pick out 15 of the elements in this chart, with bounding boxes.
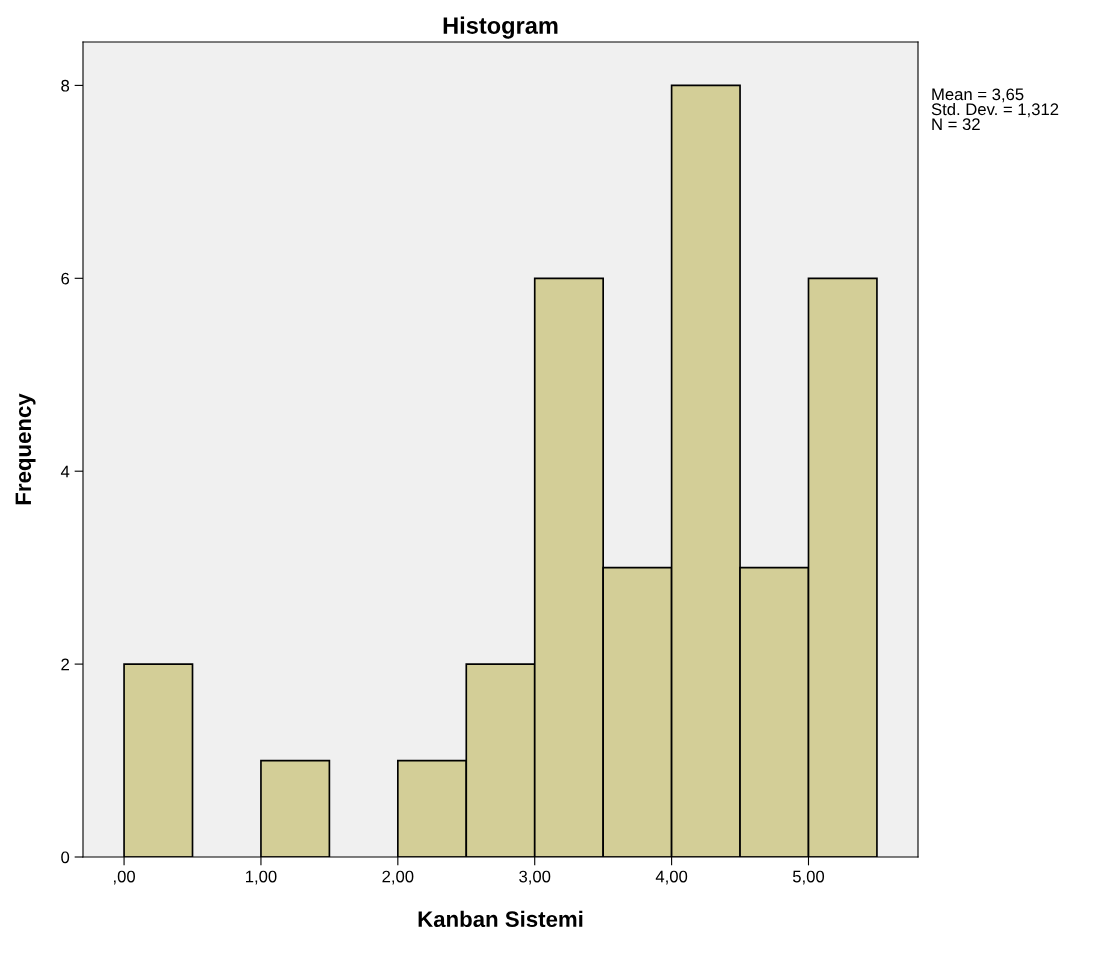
y-tick-label: 8 <box>61 79 70 92</box>
y-tick-label: 2 <box>61 658 69 671</box>
x-tick-label: 2,00 <box>382 870 414 885</box>
y-tick-label: 6 <box>61 272 70 285</box>
x-tick-label: ,00 <box>113 870 135 885</box>
chart-title: Histogram <box>443 16 558 39</box>
text: Mean = 3,65 Std. Dev. = 1,312 N = 32 <box>931 88 1059 131</box>
x-tick-label: 5,00 <box>792 870 825 885</box>
x-tick-label: 1,00 <box>246 870 277 885</box>
y-tick-label: 0 <box>61 851 70 864</box>
x-tick-label: 3,00 <box>519 870 551 885</box>
y-tick-label: 4 <box>60 465 70 478</box>
x-tick-label: 4,00 <box>655 870 688 885</box>
x-axis-title: Kanban Sistemi <box>418 910 583 928</box>
y-axis-title: Frequency <box>15 393 36 505</box>
